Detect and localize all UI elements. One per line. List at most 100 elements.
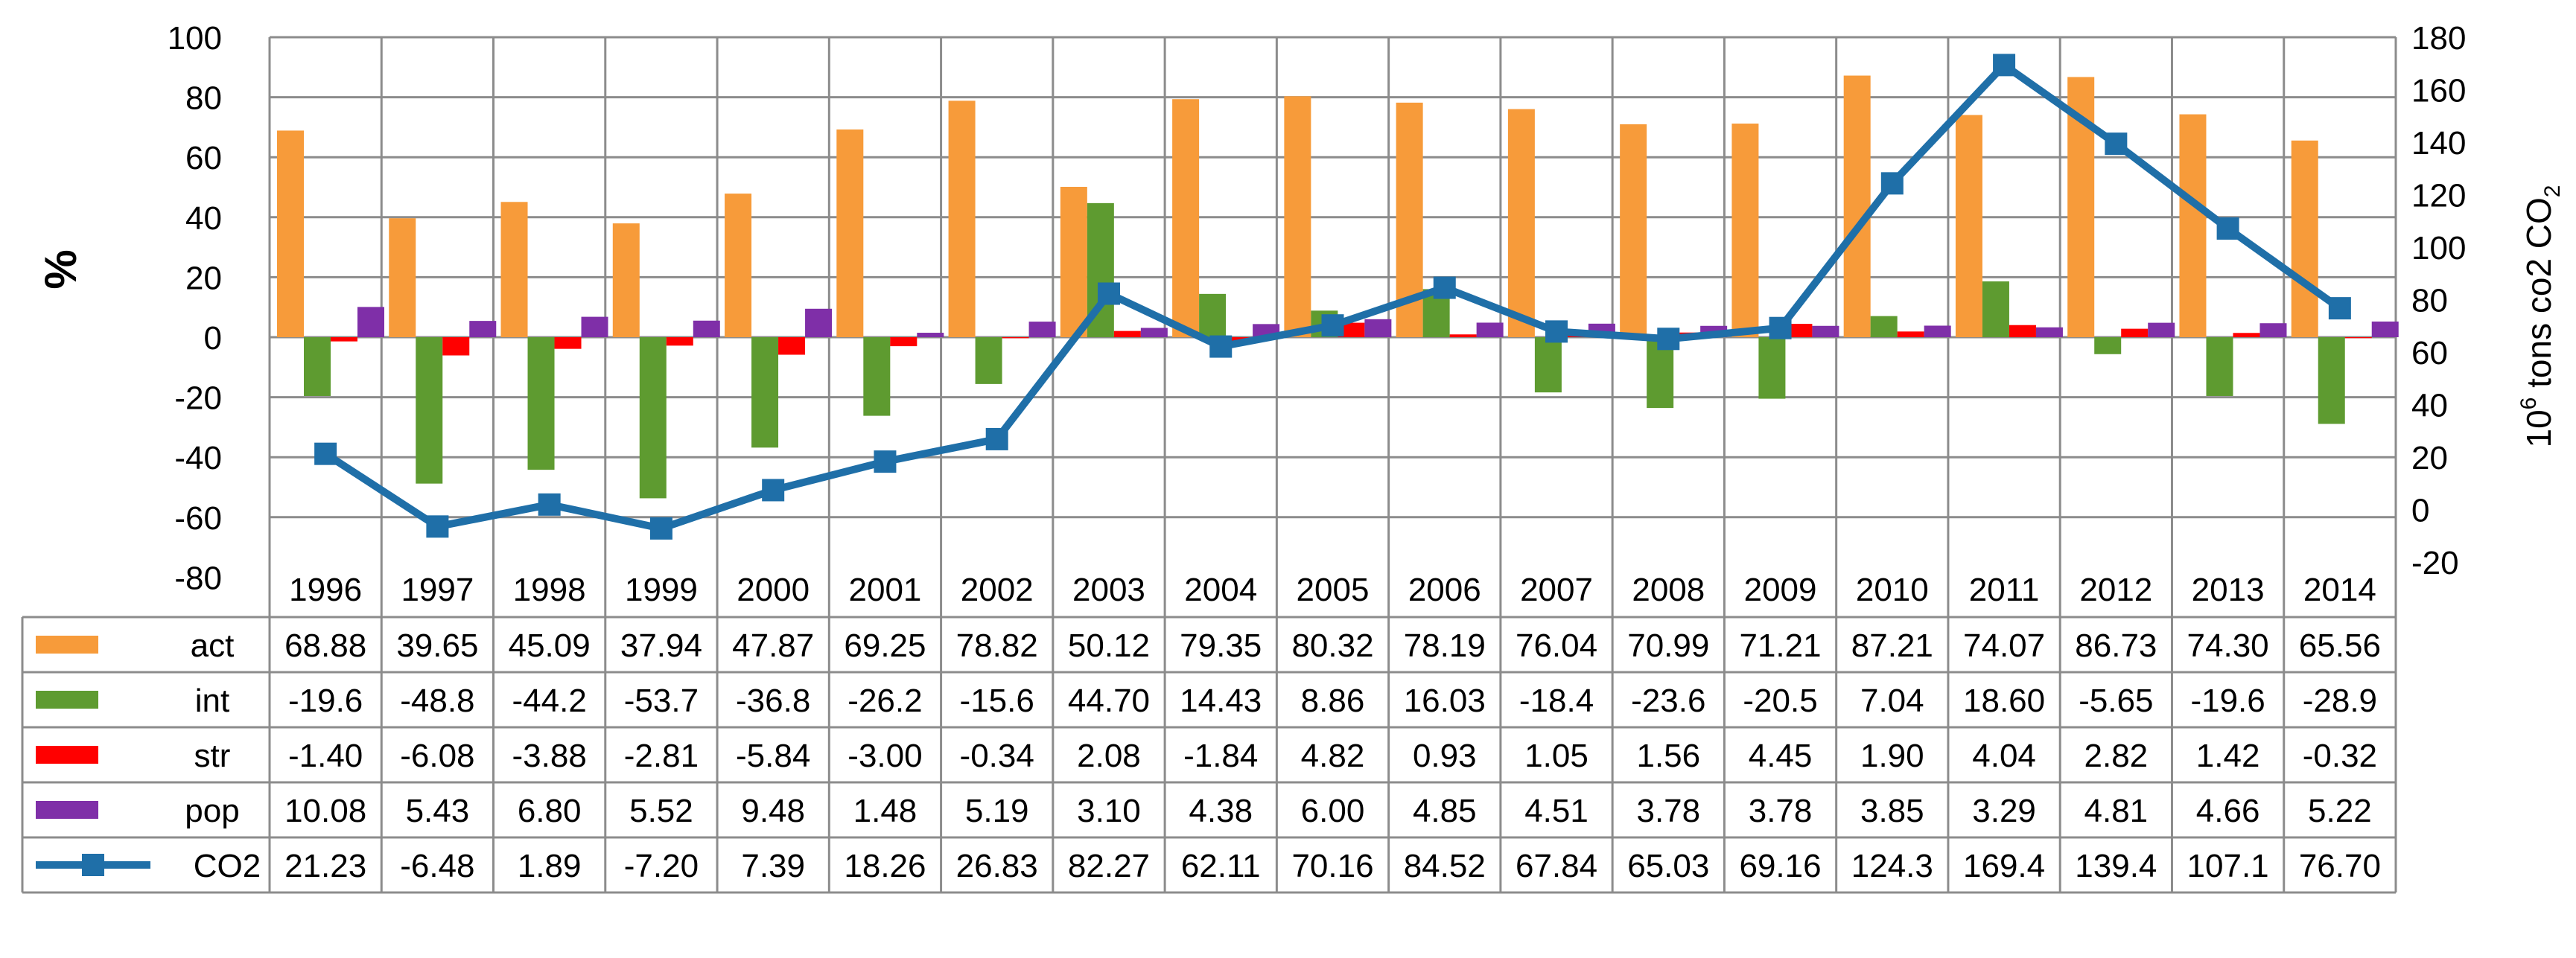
right-axis-title-sup: 6: [2516, 397, 2541, 410]
bar-str-2003: [1113, 330, 1141, 337]
table-cell-int-2005: 8.86: [1301, 683, 1365, 719]
table-cell-int-2012: -5.65: [2079, 683, 2153, 719]
bar-act-1998: [500, 202, 528, 337]
co2-marker-2012: [2105, 132, 2128, 156]
legend-key-str: [36, 746, 98, 764]
co2-marker-2013: [2216, 217, 2239, 240]
bar-pop-2000: [805, 308, 833, 337]
co2-line-layer: [314, 54, 2351, 540]
bar-act-2010: [1843, 75, 1871, 337]
table-cell-int-2000: -36.8: [736, 683, 810, 719]
table-cell-act-1997: 39.65: [396, 628, 478, 664]
right-axis-tick: 40: [2411, 388, 2448, 424]
bar-act-2014: [2291, 140, 2318, 337]
co2-marker-2009: [1769, 316, 1792, 339]
bar-pop-2012: [2148, 322, 2175, 337]
table-cell-pop-1998: 6.80: [518, 793, 582, 829]
table-cell-act-2006: 78.19: [1404, 628, 1486, 664]
category-label-2001: 2001: [849, 572, 922, 608]
bar-pop-1999: [693, 320, 720, 337]
bar-int-2011: [1982, 281, 2009, 337]
bar-str-2005: [1338, 322, 1365, 337]
legend-key-pop: [36, 801, 98, 819]
category-label-2009: 2009: [1744, 572, 1817, 608]
table-cell-co2-2001: 18.26: [844, 848, 926, 884]
table-cell-str-2012: 2.82: [2084, 738, 2149, 774]
left-axis-tick: 60: [185, 140, 222, 176]
category-label-2003: 2003: [1072, 572, 1145, 608]
legend-key-int: [36, 691, 98, 709]
bars-layer: [277, 75, 2399, 499]
left-axis-tick: 100: [168, 20, 222, 57]
co2-marker-2014: [2328, 297, 2351, 320]
bar-act-1997: [389, 218, 416, 337]
table-cell-int-1998: -44.2: [512, 683, 587, 719]
category-label-2011: 2011: [1969, 572, 2040, 608]
bar-pop-2013: [2259, 323, 2287, 337]
table-cell-co2-2003: 82.27: [1068, 848, 1150, 884]
bar-int-2014: [2318, 337, 2345, 424]
bar-act-2003: [1060, 187, 1087, 337]
table-cell-pop-2008: 3.78: [1636, 793, 1700, 829]
table-cell-str-2006: 0.93: [1413, 738, 1477, 774]
table-cell-co2-2002: 26.83: [956, 848, 1038, 884]
left-axis-tick: -60: [174, 500, 222, 537]
co2-marker-2005: [1321, 314, 1344, 337]
table-cell-co2-2007: 67.84: [1516, 848, 1597, 884]
bar-int-2012: [2094, 337, 2122, 354]
bar-int-2004: [1199, 293, 1227, 337]
bar-str-2000: [778, 337, 806, 355]
category-label-1998: 1998: [513, 572, 586, 608]
bar-str-2001: [890, 337, 917, 347]
right-axis-title-sub: 2: [2540, 185, 2565, 198]
category-label-2014: 2014: [2303, 572, 2376, 608]
table-cell-pop-2014: 5.22: [2308, 793, 2372, 829]
bar-str-1998: [554, 337, 582, 349]
table-cell-int-1997: -48.8: [400, 683, 474, 719]
co2-marker-1996: [314, 442, 337, 465]
co2-marker-2003: [1097, 282, 1120, 305]
bar-act-2011: [1955, 115, 1982, 337]
table-cell-str-2000: -5.84: [736, 738, 810, 774]
left-axis-tick: 20: [185, 260, 222, 296]
table-cell-co2-2012: 139.4: [2075, 848, 2157, 884]
legend-label-int: int: [195, 683, 229, 719]
table-cell-str-2001: -3.00: [847, 738, 922, 774]
table-cell-str-2004: -1.84: [1183, 738, 1258, 774]
bar-str-2011: [2009, 325, 2036, 337]
table-cell-str-2005: 4.82: [1301, 738, 1365, 774]
table-cell-pop-2006: 4.85: [1413, 793, 1477, 829]
co2-marker-1998: [538, 493, 561, 516]
bar-pop-2006: [1476, 322, 1504, 337]
category-label-2006: 2006: [1408, 572, 1481, 608]
category-label-1997: 1997: [401, 572, 474, 608]
bar-pop-2014: [2371, 321, 2399, 337]
bar-str-2012: [2121, 328, 2149, 337]
table-cell-int-2013: -19.6: [2190, 683, 2265, 719]
axes-layer: -80 -60 -40 -20 0 20 40 60 80 100 -20 0 20 40 60 80 100 1…: [168, 20, 2467, 596]
table-cell-str-2010: 1.90: [1860, 738, 1924, 774]
left-axis-title: %: [36, 249, 86, 289]
bar-pop-1996: [357, 307, 384, 337]
legend-label-co2: CO2: [194, 848, 261, 884]
table-cell-int-2001: -26.2: [847, 683, 922, 719]
table-cell-act-2007: 76.04: [1516, 628, 1597, 664]
bar-int-2007: [1534, 337, 1562, 393]
table-cell-co2-2009: 69.16: [1739, 848, 1821, 884]
bar-int-1998: [527, 337, 555, 470]
bar-int-2013: [2206, 337, 2233, 396]
table-cell-act-2001: 69.25: [844, 628, 926, 664]
left-axis-tick: -40: [174, 440, 222, 476]
table-cell-co2-1998: 1.89: [518, 848, 582, 884]
category-label-1999: 1999: [625, 572, 698, 608]
category-label-2012: 2012: [2079, 572, 2152, 608]
bar-int-1997: [416, 337, 443, 484]
table-cell-int-1999: -53.7: [624, 683, 699, 719]
bar-str-2013: [2233, 333, 2260, 337]
co2-marker-2011: [1993, 54, 2016, 77]
table-cell-act-2004: 79.35: [1180, 628, 1262, 664]
right-axis-title-base: 10: [2519, 409, 2558, 447]
table-cell-pop-2001: 1.48: [853, 793, 917, 829]
table-cell-str-2009: 4.45: [1749, 738, 1813, 774]
